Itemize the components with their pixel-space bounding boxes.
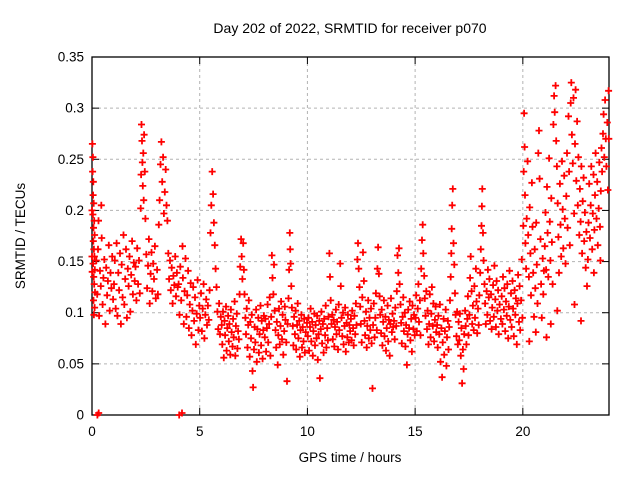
axis-ticks [91, 56, 609, 416]
x-tick-label: 20 [515, 424, 530, 439]
y-tick-label: 0.15 [58, 254, 84, 269]
x-axis-label: GPS time / hours [299, 450, 402, 465]
plot-border [91, 56, 610, 416]
grid-lines [92, 57, 609, 415]
x-tick-label: 15 [408, 424, 423, 439]
scatter-points [88, 79, 613, 419]
y-axis-label: SRMTID / TECUs [13, 183, 28, 290]
x-tick-label: 5 [196, 424, 204, 439]
y-tick-label: 0.35 [58, 50, 84, 65]
tick-labels: 0 5 10 15 20 0 0.05 0.1 0.15 0.2 0.25 0.3 0.35 [58, 50, 531, 440]
y-tick-label: 0.3 [65, 101, 84, 116]
y-tick-label: 0.1 [65, 305, 84, 320]
y-tick-label: 0 [76, 408, 84, 423]
y-tick-label: 0.25 [58, 152, 84, 167]
x-tick-label: 10 [300, 424, 315, 439]
y-tick-label: 0.2 [65, 203, 84, 218]
y-tick-label: 0.05 [58, 356, 84, 371]
x-tick-label: 0 [88, 424, 96, 439]
chart-title: Day 202 of 2022, SRMTID for receiver p07… [213, 20, 486, 36]
